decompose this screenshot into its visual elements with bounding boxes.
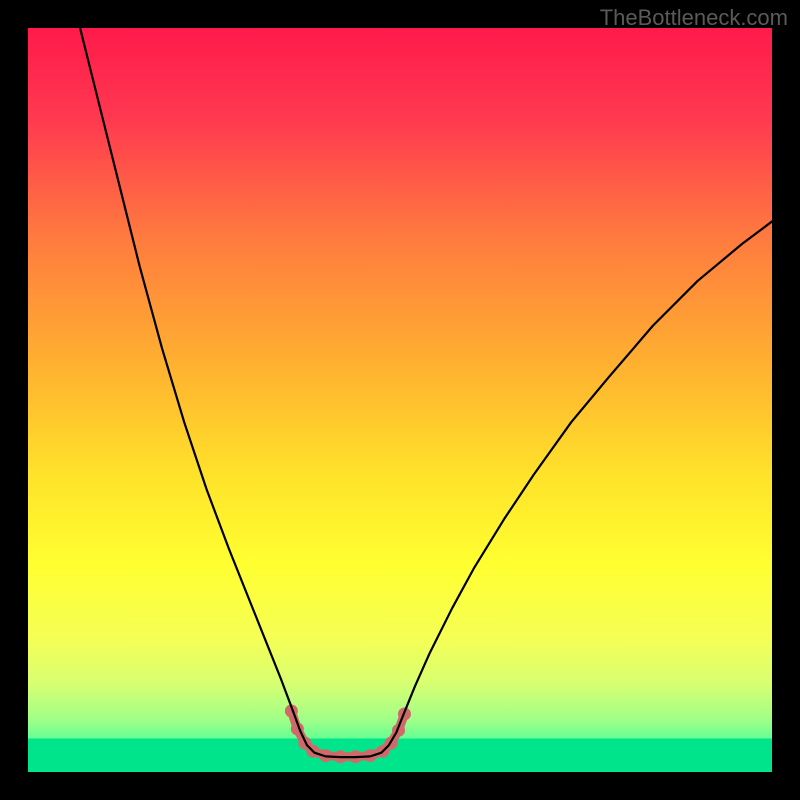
- gradient-background: [28, 28, 772, 772]
- bottleneck-curve-chart: [28, 28, 772, 772]
- chart-frame: TheBottleneck.com: [0, 0, 800, 800]
- bottom-band: [28, 739, 772, 772]
- plot-area: [28, 28, 772, 772]
- watermark-text: TheBottleneck.com: [600, 5, 788, 31]
